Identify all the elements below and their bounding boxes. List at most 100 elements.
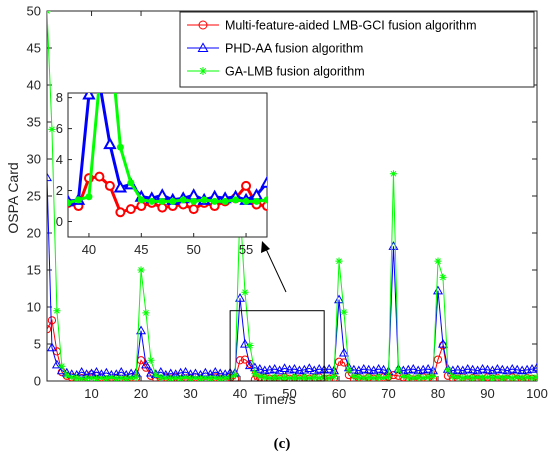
legend-label: Multi-feature-aided LMB-GCI fusion algor… [225, 19, 477, 33]
data-point [107, 373, 115, 381]
data-point [335, 257, 343, 265]
inset-data-point [169, 197, 177, 205]
x-tick-label: 30 [183, 386, 197, 401]
data-point [429, 372, 437, 381]
data-point [51, 359, 62, 369]
data-point [493, 373, 502, 381]
data-point [424, 373, 432, 381]
data-point [373, 364, 384, 373]
inset-data-point [211, 197, 219, 205]
data-point [244, 360, 255, 370]
data-point [58, 362, 66, 370]
data-point [414, 373, 422, 381]
data-point [280, 373, 289, 381]
data-point [478, 374, 487, 381]
y-tick-label: 40 [27, 78, 41, 93]
data-point [363, 364, 374, 374]
data-point [137, 266, 145, 274]
data-point [132, 373, 140, 381]
data-point [78, 375, 86, 381]
legend-box [179, 11, 535, 88]
data-point [483, 373, 492, 381]
data-point [379, 374, 388, 381]
inset-x-tick-label: 50 [186, 242, 200, 257]
data-point [231, 371, 239, 379]
data-point [127, 374, 135, 381]
data-point [452, 364, 463, 374]
inset-data-point [188, 204, 199, 215]
inset-data-point [85, 193, 93, 201]
data-point [53, 307, 61, 315]
data-point [467, 364, 478, 374]
zoom-region-box [229, 241, 325, 382]
data-point [152, 371, 160, 379]
y-tick-label: 50 [27, 4, 41, 19]
data-point [389, 170, 398, 178]
data-point [477, 364, 488, 373]
data-point [408, 364, 419, 373]
data-point [482, 364, 493, 374]
data-point [142, 309, 150, 317]
data-point [172, 374, 180, 381]
data-point [261, 373, 269, 381]
x-axis-label: Time/s [254, 391, 295, 407]
inset-data-point [116, 143, 124, 151]
data-point [285, 374, 294, 381]
data-point [325, 374, 333, 381]
inset-plot-area: 40 45 50 55 0 2 4 6 8 [56, 90, 268, 257]
data-point [469, 374, 477, 381]
legend-label: PHD-AA fusion algorithm [225, 42, 363, 56]
data-point [147, 356, 155, 364]
data-point [271, 373, 279, 381]
x-tick-label: 90 [480, 386, 494, 401]
x-tick-label: 60 [332, 386, 346, 401]
inset-data-point [82, 93, 96, 100]
data-point [365, 373, 373, 381]
data-point [404, 373, 412, 381]
data-point [97, 374, 106, 381]
data-point [256, 372, 264, 381]
data-point [191, 374, 200, 381]
x-tick-label: 80 [431, 386, 445, 401]
data-point [360, 374, 368, 381]
data-point [241, 288, 249, 296]
data-point [251, 370, 259, 378]
inset-data-point [242, 197, 250, 205]
inset-data-point [127, 179, 135, 187]
data-point [117, 374, 125, 381]
data-point [384, 372, 393, 381]
data-point [47, 316, 57, 325]
x-tick-label: 70 [381, 386, 395, 401]
data-point [269, 364, 280, 373]
y-tick-label: 0 [34, 374, 41, 389]
data-point [358, 364, 369, 373]
data-point [338, 347, 349, 357]
y-tick-label: 15 [27, 263, 41, 278]
series-layer [47, 11, 537, 381]
data-point [47, 325, 52, 334]
data-point [235, 356, 245, 365]
inset-data-point [232, 196, 240, 204]
inset-data-point [113, 180, 128, 193]
inset-data-point [262, 201, 267, 212]
data-point [503, 373, 511, 381]
inset-data-point [190, 197, 198, 205]
data-point [449, 372, 457, 381]
data-point [289, 364, 300, 373]
data-point [68, 373, 76, 381]
y-tick-label: 30 [27, 152, 41, 167]
y-axis-label: OSPA Card [5, 162, 21, 233]
inset-y-tick-label: 4 [56, 152, 63, 167]
data-point [290, 373, 299, 381]
data-point [315, 374, 323, 381]
inset-data-point [221, 197, 229, 205]
inset-data-point [115, 207, 126, 218]
data-point [82, 375, 91, 381]
inset-data-point [125, 204, 136, 215]
data-point [488, 374, 497, 381]
data-point [73, 374, 81, 381]
data-point [531, 362, 537, 372]
inset-data-point [260, 175, 267, 188]
data-point [102, 375, 110, 381]
data-point [63, 371, 71, 379]
